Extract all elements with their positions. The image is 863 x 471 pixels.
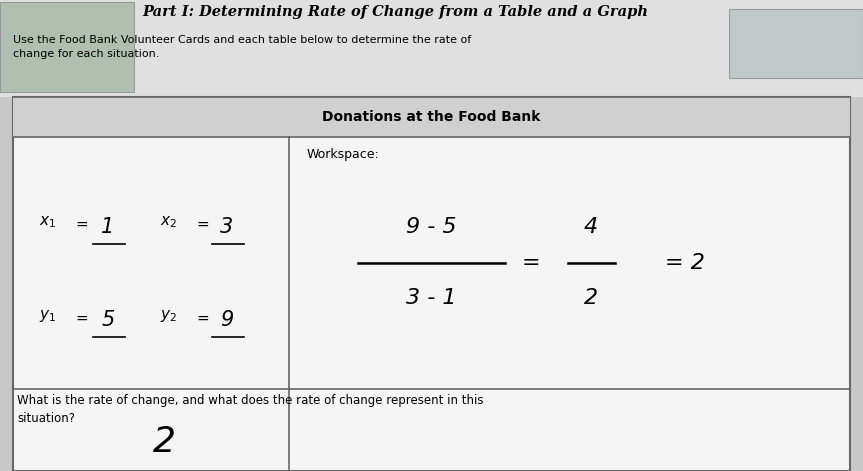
- Text: 2: 2: [584, 288, 598, 308]
- Text: $y_2$: $y_2$: [160, 308, 177, 324]
- Bar: [13, 97, 850, 471]
- Text: 5: 5: [101, 310, 115, 330]
- Text: =: =: [521, 252, 540, 273]
- Text: 4: 4: [584, 217, 598, 237]
- Text: What is the rate of change, and what does the rate of change represent in this
s: What is the rate of change, and what doe…: [17, 394, 484, 425]
- Text: $x_2$: $x_2$: [160, 215, 177, 230]
- Text: =: =: [197, 217, 209, 232]
- Text: =: =: [76, 310, 88, 325]
- Text: $x_1$: $x_1$: [39, 215, 56, 230]
- Text: 2: 2: [153, 425, 175, 459]
- Text: Part I: Determining Rate of Change from a Table and a Graph: Part I: Determining Rate of Change from …: [142, 5, 648, 19]
- Text: 3 - 1: 3 - 1: [406, 288, 457, 308]
- Text: =: =: [76, 217, 88, 232]
- Bar: [0, 2, 134, 92]
- Text: = 2: = 2: [665, 252, 704, 273]
- Text: 1: 1: [101, 217, 115, 237]
- Bar: [729, 9, 863, 78]
- Text: 9 - 5: 9 - 5: [406, 217, 457, 237]
- Text: Workspace:: Workspace:: [306, 148, 379, 162]
- Text: 9: 9: [220, 310, 234, 330]
- Text: Donations at the Food Bank: Donations at the Food Bank: [322, 110, 541, 123]
- Bar: [13, 97, 850, 137]
- Text: =: =: [197, 310, 209, 325]
- Text: $y_1$: $y_1$: [39, 308, 56, 324]
- Bar: [0, 0, 863, 97]
- Text: Use the Food Bank Volunteer Cards and each table below to determine the rate of
: Use the Food Bank Volunteer Cards and ea…: [13, 35, 471, 58]
- Text: 3: 3: [220, 217, 234, 237]
